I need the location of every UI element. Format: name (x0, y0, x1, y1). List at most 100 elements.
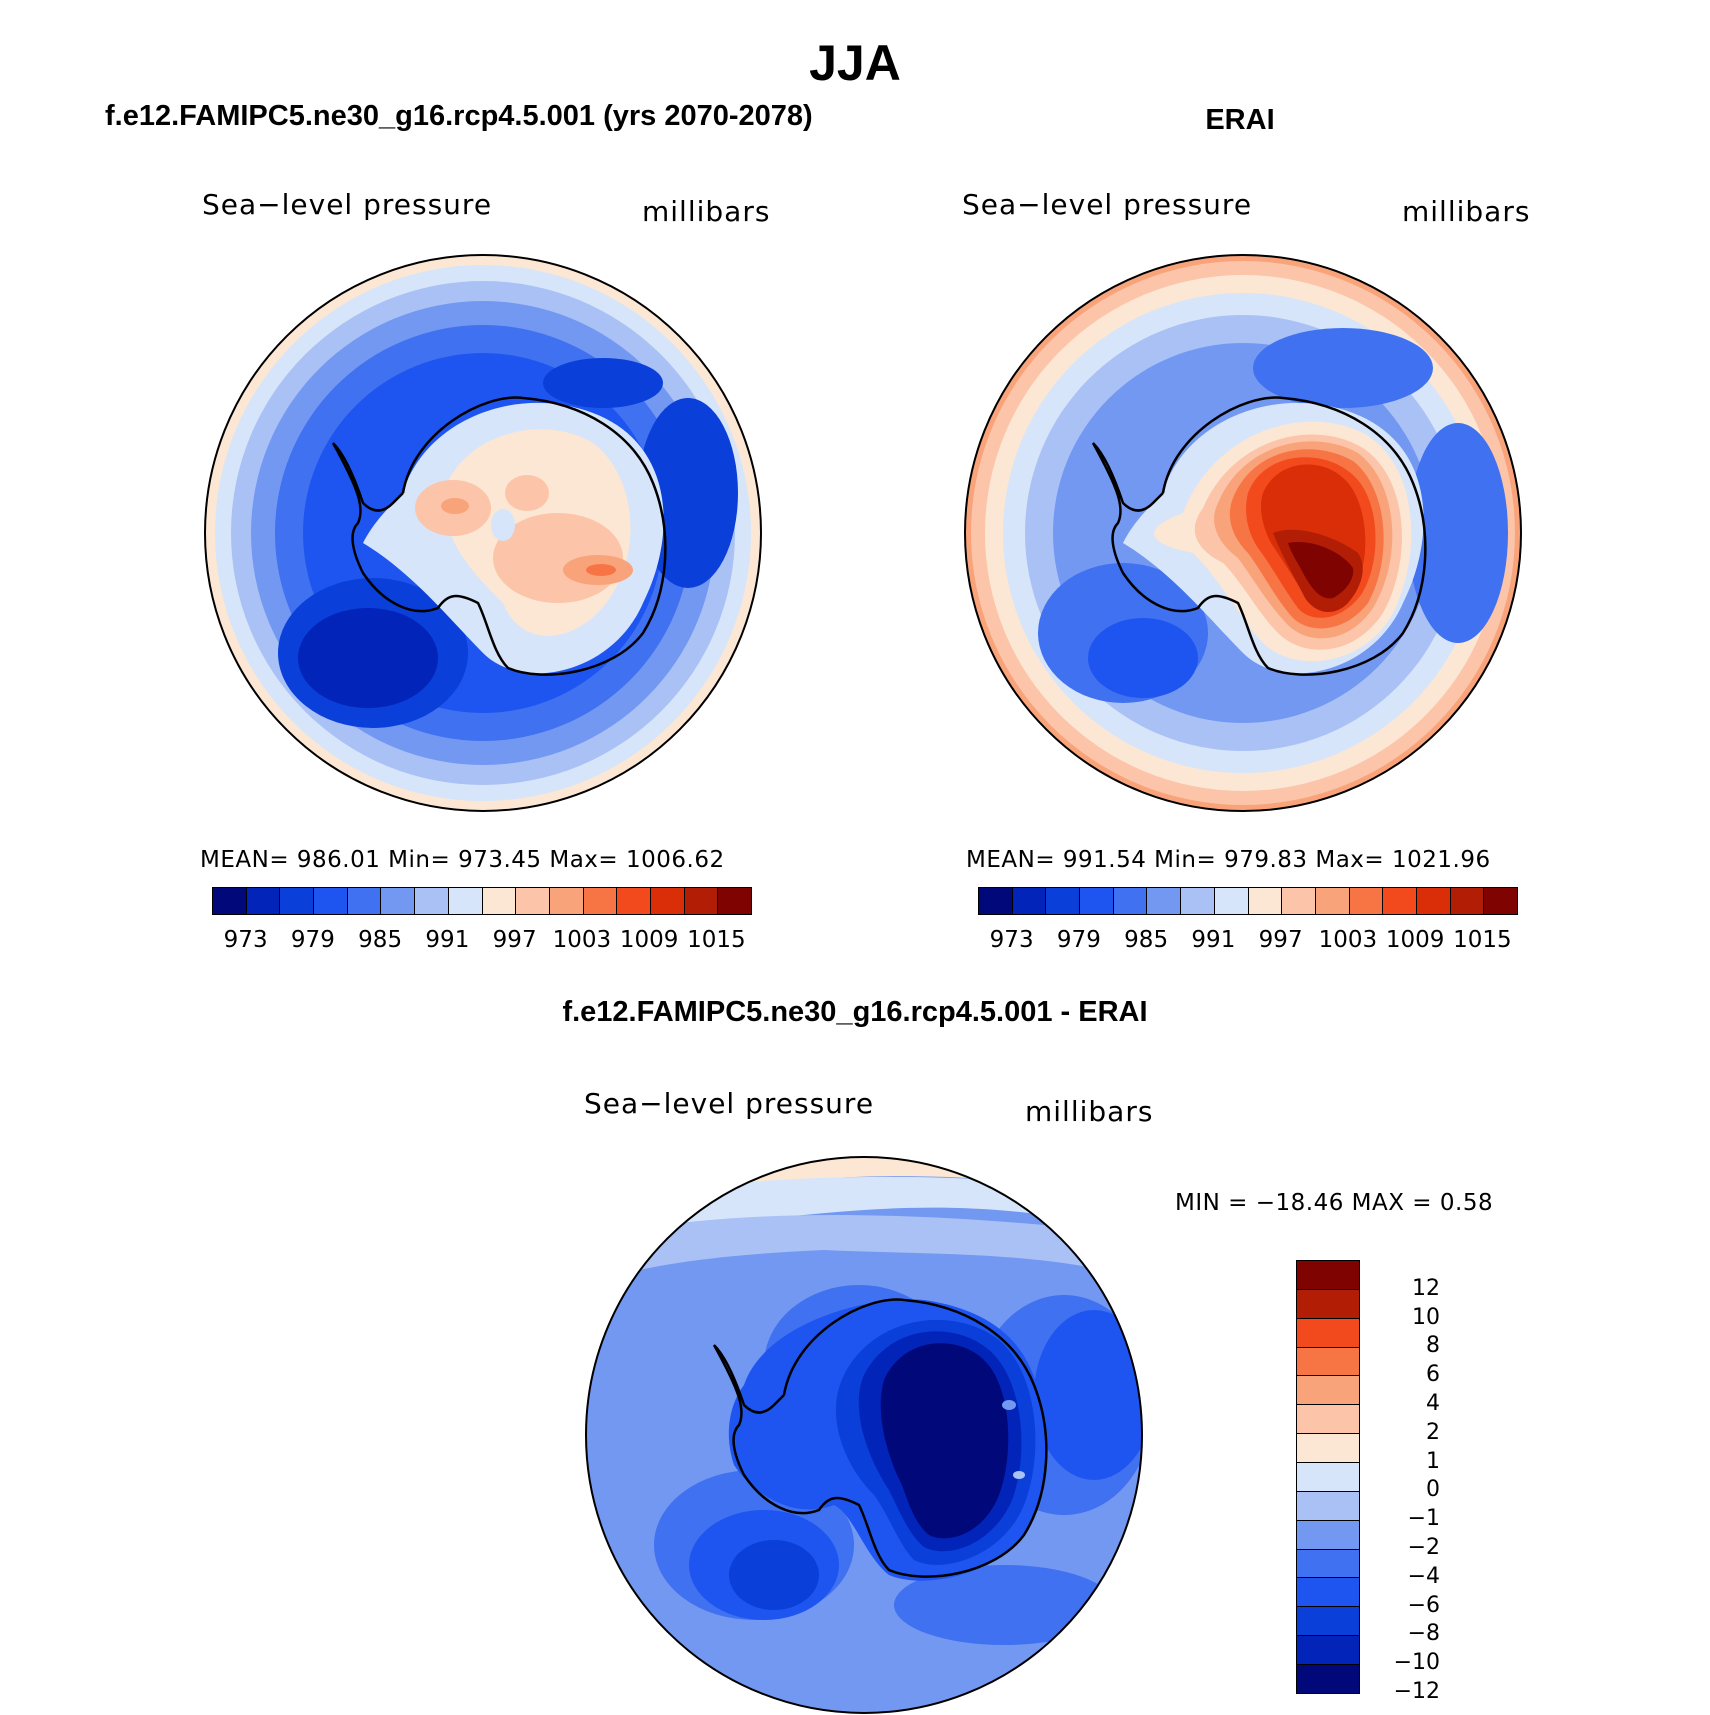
panel2-colorbar-label: 973 (989, 927, 1034, 953)
panel3-colorbar-swatch (1297, 1405, 1359, 1435)
panel2-colorbar-swatch (1349, 888, 1384, 914)
panel3-colorbar-swatch (1297, 1376, 1359, 1406)
panel1-colorbar-swatch (583, 888, 618, 914)
panel3-colorbar-label: −12 (1393, 1679, 1440, 1704)
panel3-variable-label: Sea−level pressure (584, 1087, 875, 1120)
panel2-colorbar-swatch (1416, 888, 1451, 914)
figure-title: JJA (809, 35, 901, 91)
panel2-colorbar-swatch (1214, 888, 1249, 914)
panel3-colorbar-swatch (1297, 1463, 1359, 1492)
panel3-colorbar-label: −4 (1407, 1563, 1440, 1589)
panel3-colorbar-swatch (1297, 1520, 1359, 1550)
panel2-colorbar-swatch (1012, 888, 1047, 914)
panel3-colorbar-label: −8 (1407, 1621, 1440, 1647)
panel3-colorbar-swatch (1297, 1607, 1359, 1637)
panel1-colorbar-swatch (549, 888, 584, 914)
panel3-colorbar-label: 4 (1426, 1391, 1440, 1416)
panel2-colorbar-swatch (1080, 888, 1114, 914)
panel3-colorbar-swatch (1297, 1347, 1359, 1377)
panel3-colorbar-label: −6 (1407, 1592, 1440, 1618)
panel1-colorbar-label: 985 (358, 927, 403, 953)
panel1-colorbar-swatch (516, 888, 550, 914)
panel1-colorbar-swatch (280, 888, 315, 914)
panel3-colorbar-label: 6 (1426, 1362, 1440, 1388)
panel3-colorbar-swatch (1297, 1261, 1359, 1290)
panel1-units-label: millibars (642, 195, 771, 228)
panel3-colorbar-label: −10 (1393, 1650, 1440, 1676)
panel3-colorbar-swatch (1297, 1549, 1359, 1579)
panel2-colorbar-swatch (1450, 888, 1485, 914)
panel3-colorbar-swatch (1297, 1636, 1359, 1666)
panel1-title: f.e12.FAMIPC5.ne30_g16.rcp4.5.001 (yrs 2… (105, 100, 813, 132)
panel2-colorbar-labels: 973 979 985 991 997 1003 1009 1015 (978, 927, 1516, 955)
panel2-colorbar-swatch (1147, 888, 1182, 914)
panel3-polar-map (585, 1156, 1143, 1714)
panel2-colorbar-swatch (1282, 888, 1316, 914)
panel1-colorbar-swatch (415, 888, 449, 914)
panel2-variable-label: Sea−level pressure (962, 188, 1253, 221)
panel2-colorbar-swatch (1248, 888, 1283, 914)
panel2-colorbar-label: 997 (1258, 927, 1303, 953)
panel2-polar-map (964, 254, 1522, 812)
panel1-colorbar-swatch (213, 888, 247, 914)
panel1-colorbar-swatch (684, 888, 719, 914)
panel2-colorbar-swatch (1046, 888, 1081, 914)
panel3-colorbar-label: 12 (1412, 1275, 1440, 1301)
panel3-title: f.e12.FAMIPC5.ne30_g16.rcp4.5.001 - ERAI (562, 996, 1148, 1028)
panel1-colorbar-swatch (718, 888, 751, 914)
panel1-colorbar-label: 1003 (552, 927, 612, 953)
panel1-variable-label: Sea−level pressure (202, 188, 493, 221)
panel1-colorbar-swatch (381, 888, 416, 914)
panel1-colorbar-swatch (482, 888, 517, 914)
panel3-colorbar-label: 10 (1412, 1304, 1440, 1330)
panel3-colorbar-label: 8 (1426, 1333, 1440, 1359)
panel2-stats: MEAN= 991.54 Min= 979.83 Max= 1021.96 (966, 847, 1491, 873)
panel1-colorbar (212, 887, 752, 915)
panel3-colorbar-swatch (1297, 1434, 1359, 1464)
panel3-colorbar-swatch (1297, 1665, 1359, 1693)
panel3-colorbar-label: −2 (1407, 1535, 1440, 1560)
panel2-colorbar-label: 985 (1124, 927, 1169, 953)
panel3-colorbar-swatch (1297, 1318, 1359, 1348)
panel3-colorbar-labels: 12 10 8 6 4 2 1 0 −1 −2 −4 −6 −8 −10 −12 (1370, 1260, 1440, 1704)
panel2-colorbar-swatch (1181, 888, 1215, 914)
panel2-colorbar-label: 1009 (1385, 927, 1445, 953)
panel2-colorbar-label: 1003 (1318, 927, 1378, 953)
panel3-colorbar-swatch (1297, 1578, 1359, 1608)
panel1-colorbar-swatch (314, 888, 348, 914)
panel1-colorbar-label: 973 (223, 927, 268, 953)
panel1-colorbar-swatch (650, 888, 685, 914)
panel1-colorbar-swatch (347, 888, 382, 914)
panel3-colorbar-label: 2 (1426, 1419, 1440, 1445)
panel1-colorbar-swatch (617, 888, 651, 914)
panel2-colorbar-swatch (1484, 888, 1517, 914)
panel2-title: ERAI (1205, 104, 1275, 136)
panel1-colorbar-label: 1015 (687, 927, 746, 953)
panel3-units-label: millibars (1025, 1095, 1154, 1128)
panel2-colorbar-swatch (1113, 888, 1148, 914)
panel3-min-max-text: MIN = −18.46 MAX = 0.58 (1175, 1190, 1494, 1216)
panel3-colorbar-swatch (1297, 1289, 1359, 1319)
panel2-colorbar-label: 991 (1191, 927, 1236, 953)
panel1-colorbar-labels: 973 979 985 991 997 1003 1009 1015 (212, 927, 750, 955)
panel1-colorbar-swatch (448, 888, 483, 914)
panel2-colorbar-swatch (1315, 888, 1350, 914)
panel1-colorbar-label: 997 (492, 927, 537, 953)
panel2-colorbar-swatch (1383, 888, 1417, 914)
panel2-colorbar-label: 979 (1056, 927, 1101, 953)
panel3-colorbar-label: −1 (1407, 1506, 1440, 1532)
panel3-colorbar (1296, 1260, 1360, 1694)
panel3-colorbar-label: 1 (1426, 1448, 1440, 1474)
panel2-colorbar-swatch (979, 888, 1013, 914)
panel1-colorbar-swatch (246, 888, 281, 914)
panel2-colorbar-label: 1015 (1453, 927, 1512, 953)
panel2-units-label: millibars (1402, 195, 1531, 228)
panel1-polar-map (204, 254, 762, 812)
panel1-colorbar-label: 991 (425, 927, 470, 953)
panel1-colorbar-label: 1009 (619, 927, 679, 953)
panel3-colorbar-label: 0 (1426, 1477, 1440, 1503)
panel1-colorbar-label: 979 (290, 927, 335, 953)
panel1-stats: MEAN= 986.01 Min= 973.45 Max= 1006.62 (200, 847, 725, 873)
panel2-colorbar (978, 887, 1518, 915)
panel3-colorbar-swatch (1297, 1491, 1359, 1521)
